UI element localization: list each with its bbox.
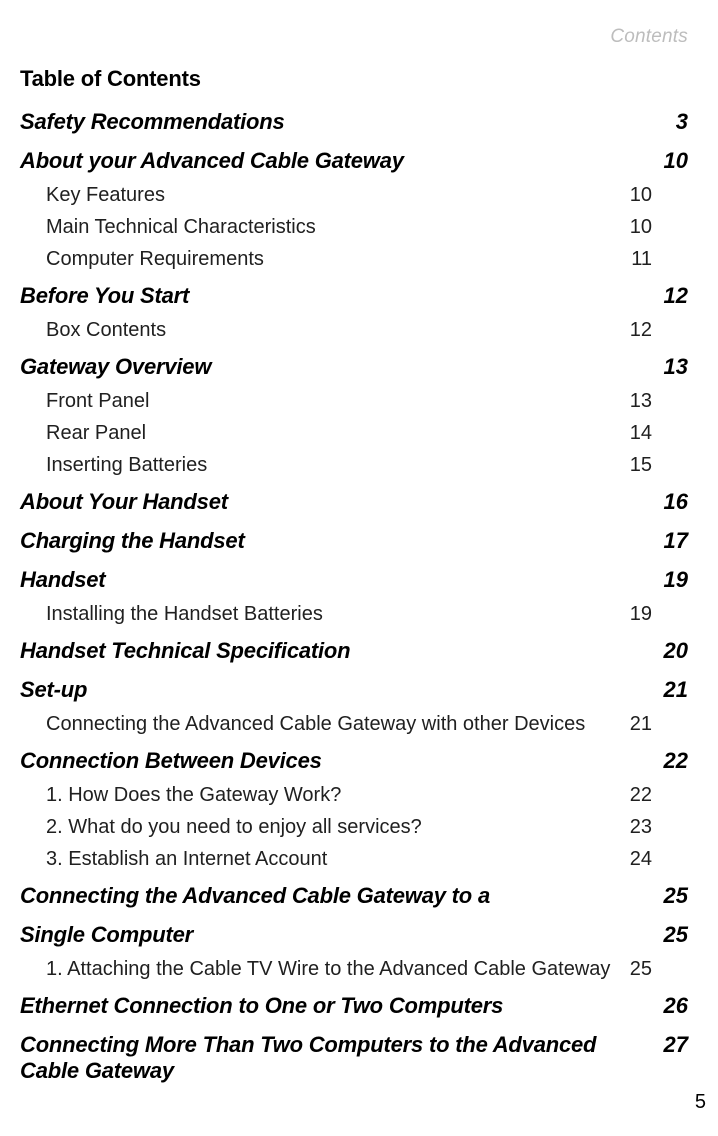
header-label: Contents xyxy=(20,26,688,48)
toc-sub-row: Box Contents 12 xyxy=(20,315,688,347)
toc-sub-row: Key Features 10 xyxy=(20,180,688,212)
toc-entry-page: 19 xyxy=(630,603,688,626)
toc-entry-label: Set-up xyxy=(20,677,87,703)
toc-entry-page: 10 xyxy=(630,184,688,207)
toc-entry-page: 17 xyxy=(664,528,688,554)
toc-entry-label: Box Contents xyxy=(20,319,166,342)
toc-section-row: Before You Start 12 xyxy=(20,276,688,315)
toc-entry-label: Connection Between Devices xyxy=(20,748,322,774)
toc-section-row: Single Computer 25 xyxy=(20,915,688,954)
toc-entry-label: Connecting the Advanced Cable Gateway wi… xyxy=(20,713,585,736)
toc-section-row: Handset 19 xyxy=(20,560,688,599)
toc-entry-page: 15 xyxy=(630,454,688,477)
toc-entry-page: 20 xyxy=(664,638,688,664)
toc-sub-row: Front Panel 13 xyxy=(20,386,688,418)
toc-entry-label: Safety Recommendations xyxy=(20,109,285,135)
toc-entry-label: 1. Attaching the Cable TV Wire to the Ad… xyxy=(20,958,610,981)
toc-entry-label: 3. Establish an Internet Account xyxy=(20,848,327,871)
toc-entry-label: Single Computer xyxy=(20,922,193,948)
toc-sub-row: 2. What do you need to enjoy all service… xyxy=(20,812,688,844)
toc-entry-page: 13 xyxy=(664,354,688,380)
page-number: 5 xyxy=(695,1091,706,1114)
toc-section-row: Set-up 21 xyxy=(20,670,688,709)
toc-sub-row: Main Technical Characteristics 10 xyxy=(20,212,688,244)
toc-entry-page: 25 xyxy=(630,958,688,981)
toc-page: Contents Table of Contents Safety Recomm… xyxy=(0,0,718,1090)
toc-entry-label: Key Features xyxy=(20,184,165,207)
toc-sub-row: Rear Panel 14 xyxy=(20,418,688,450)
toc-entry-label: 2. What do you need to enjoy all service… xyxy=(20,816,422,839)
toc-entry-label: Connecting the Advanced Cable Gateway to… xyxy=(20,883,490,909)
toc-entry-page: 3 xyxy=(676,109,688,135)
toc-section-row: About Your Handset 16 xyxy=(20,482,688,521)
toc-entry-page: 13 xyxy=(630,390,688,413)
toc-sub-row: 1. How Does the Gateway Work? 22 xyxy=(20,780,688,812)
toc-title: Table of Contents xyxy=(20,66,688,92)
toc-section-row: About your Advanced Cable Gateway 10 xyxy=(20,141,688,180)
toc-sub-row: 3. Establish an Internet Account 24 xyxy=(20,844,688,876)
toc-entry-label: 1. How Does the Gateway Work? xyxy=(20,784,341,807)
toc-entry-page: 10 xyxy=(664,148,688,174)
toc-entry-page: 16 xyxy=(664,489,688,515)
toc-entry-label: Inserting Batteries xyxy=(20,454,207,477)
toc-entry-label: Handset Technical Specification xyxy=(20,638,350,664)
toc-sub-row: 1. Attaching the Cable TV Wire to the Ad… xyxy=(20,954,688,986)
toc-section-row: Ethernet Connection to One or Two Comput… xyxy=(20,986,688,1025)
toc-entry-page: 21 xyxy=(664,677,688,703)
toc-entry-label: About Your Handset xyxy=(20,489,228,515)
toc-section-row: Gateway Overview 13 xyxy=(20,347,688,386)
toc-entry-page: 25 xyxy=(664,922,688,948)
toc-entry-label: Handset xyxy=(20,567,105,593)
toc-section-row: Safety Recommendations 3 xyxy=(20,102,688,141)
toc-sub-row: Connecting the Advanced Cable Gateway wi… xyxy=(20,709,688,741)
toc-entry-label: Before You Start xyxy=(20,283,189,309)
toc-section-row: Handset Technical Specification 20 xyxy=(20,631,688,670)
toc-entry-page: 22 xyxy=(664,748,688,774)
toc-entry-label: Computer Requirements xyxy=(20,248,264,271)
toc-entry-page: 14 xyxy=(630,422,688,445)
toc-entry-page: 24 xyxy=(630,848,688,871)
toc-entry-label: Installing the Handset Batteries xyxy=(20,603,323,626)
toc-entry-page: 22 xyxy=(630,784,688,807)
toc-entry-page: 26 xyxy=(664,993,688,1019)
toc-entry-label: Connecting More Than Two Computers to th… xyxy=(20,1032,652,1084)
toc-entry-label: Main Technical Characteristics xyxy=(20,216,316,239)
toc-entry-page: 25 xyxy=(664,883,688,909)
toc-entry-page: 12 xyxy=(664,283,688,309)
toc-section-row: Connecting the Advanced Cable Gateway to… xyxy=(20,876,688,915)
toc-entry-page: 27 xyxy=(664,1032,688,1058)
toc-entry-label: About your Advanced Cable Gateway xyxy=(20,148,404,174)
toc-list: Safety Recommendations 3 About your Advanc… xyxy=(20,102,688,1090)
toc-sub-row: Inserting Batteries 15 xyxy=(20,450,688,482)
toc-entry-label: Gateway Overview xyxy=(20,354,211,380)
toc-section-row: Connection Between Devices 22 xyxy=(20,741,688,780)
toc-entry-label: Rear Panel xyxy=(20,422,146,445)
toc-entry-page: 12 xyxy=(630,319,688,342)
toc-section-row: Charging the Handset 17 xyxy=(20,521,688,560)
toc-entry-page: 10 xyxy=(630,216,688,239)
toc-sub-row: Computer Requirements 11 xyxy=(20,244,688,276)
toc-sub-row: Installing the Handset Batteries 19 xyxy=(20,599,688,631)
toc-section-row: Connecting More Than Two Computers to th… xyxy=(20,1025,688,1090)
toc-entry-page: 21 xyxy=(630,713,688,736)
toc-entry-label: Ethernet Connection to One or Two Comput… xyxy=(20,993,503,1019)
toc-entry-page: 11 xyxy=(631,248,688,271)
toc-entry-page: 19 xyxy=(664,567,688,593)
toc-entry-label: Charging the Handset xyxy=(20,528,245,554)
toc-entry-label: Front Panel xyxy=(20,390,149,413)
toc-entry-page: 23 xyxy=(630,816,688,839)
